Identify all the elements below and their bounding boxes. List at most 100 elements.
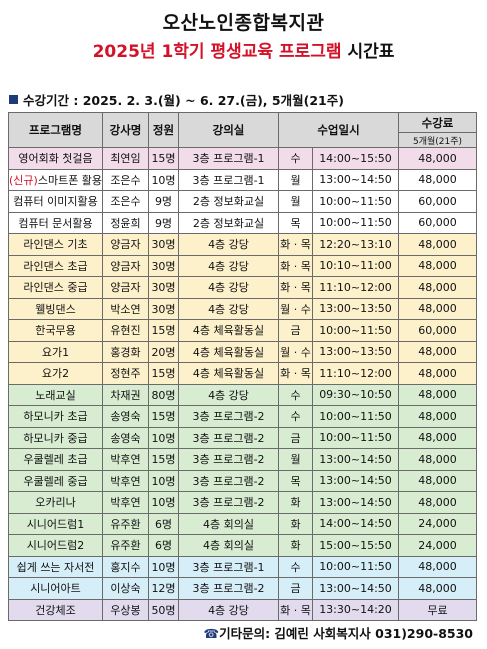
day-cell: 수 — [278, 383, 313, 406]
time-cell: 14:00~15:50 — [311, 147, 400, 170]
table-row: 하모니카 초급 송영숙 15명 3층 프로그램-2 수 10:00~11:50 48,000 — [8, 405, 478, 428]
fee-cell: 24,000 — [398, 512, 478, 535]
table-row: 컴퓨터 문서활용 정윤희 9명 2층 정보화교실 목 10:00~11:50 60,000 — [8, 211, 478, 234]
instructor-cell: 홍경화 — [102, 340, 149, 363]
capacity-cell: 30명 — [148, 276, 179, 299]
day-cell: 수 — [278, 147, 313, 170]
program-name: 한국무용 — [35, 324, 76, 338]
table-row: 노래교실 차재권 80명 4층 강당 수 09:30~10:50 48,000 — [8, 383, 478, 406]
time-cell: 13:00~14:50 — [311, 448, 400, 471]
room-cell: 4층 체육활동실 — [178, 319, 279, 342]
table-row: 시니어드럼1 유주환 6명 4층 회의실 화 14:00~14:50 24,000 — [8, 512, 478, 535]
header-instructor: 강사명 — [102, 112, 149, 148]
day-cell: 수 — [278, 555, 313, 578]
table-row: 한국무용 유현진 15명 4층 체육활동실 금 10:00~11:50 60,000 — [8, 319, 478, 342]
day-cell: 금 — [278, 577, 313, 600]
program-cell: 웰빙댄스 — [8, 297, 103, 320]
program-cell: 요가1 — [8, 340, 103, 363]
capacity-cell: 9명 — [148, 190, 179, 213]
time-cell: 10:00~11:50 — [311, 190, 400, 213]
schedule-table: 프로그램명 강사명 정원 강의실 수업일시 수강료 5개월(21주) 영어회화 … — [8, 112, 478, 621]
instructor-cell: 박후연 — [102, 448, 149, 471]
capacity-cell: 15명 — [148, 448, 179, 471]
course-period: 수강기간 : 2025. 2. 3.(월) ~ 6. 27.(금), 5개월(2… — [9, 90, 344, 109]
program-name: 시니어아트 — [30, 582, 81, 596]
instructor-cell: 차재권 — [102, 383, 149, 406]
instructor-cell: 정윤희 — [102, 211, 149, 234]
program-name: 쉽게 쓰는 자서전 — [16, 560, 95, 574]
program-cell: 시니어드럼1 — [8, 512, 103, 535]
program-cell: (신규)스마트폰 활용 — [8, 168, 103, 191]
program-name: 오카리나 — [35, 496, 76, 510]
table-row: 오카리나 박후연 10명 3층 프로그램-2 화 13:00~14:50 48,000 — [8, 491, 478, 514]
program-cell: 건강체조 — [8, 598, 103, 621]
header-capacity: 정원 — [148, 112, 179, 148]
fee-cell: 48,000 — [398, 405, 478, 428]
day-cell: 월 · 수 — [278, 340, 313, 363]
header-fee-sub: 5개월(21주) — [398, 132, 478, 148]
table-row: 우쿨렐레 중급 박후연 10명 3층 프로그램-2 목 13:00~14:50 48,000 — [8, 469, 478, 492]
time-cell: 14:00~14:50 — [311, 512, 400, 535]
program-name: 라인댄스 초급 — [23, 259, 88, 273]
header-room: 강의실 — [178, 112, 279, 148]
program-name: 시니어드럼1 — [26, 517, 85, 531]
day-cell: 월 — [278, 448, 313, 471]
instructor-cell: 우상봉 — [102, 598, 149, 621]
capacity-cell: 10명 — [148, 491, 179, 514]
time-cell: 12:20~13:10 — [311, 233, 400, 256]
program-cell: 시니어아트 — [8, 577, 103, 600]
program-name: 요가1 — [41, 345, 70, 359]
table-row: 웰빙댄스 박소연 30명 4층 강당 월 · 수 13:00~13:50 48,000 — [8, 297, 478, 320]
instructor-cell: 송영숙 — [102, 405, 149, 428]
program-name: 하모니카 초급 — [23, 410, 88, 424]
instructor-cell: 유주환 — [102, 534, 149, 557]
program-name: 라인댄스 중급 — [23, 281, 88, 295]
table-row: 라인댄스 기초 양금자 30명 4층 강당 화 · 목 12:20~13:10 48,000 — [8, 233, 478, 256]
capacity-cell: 30명 — [148, 254, 179, 277]
instructor-cell: 이상숙 — [102, 577, 149, 600]
fee-cell: 48,000 — [398, 383, 478, 406]
program-name: 컴퓨터 이미지활용 — [13, 195, 98, 209]
fee-cell: 48,000 — [398, 147, 478, 170]
capacity-cell: 6명 — [148, 512, 179, 535]
table-row: 요가1 홍경화 20명 4층 체육활동실 월 · 수 13:00~13:50 48,000 — [8, 340, 478, 363]
subtitle-red: 2025년 1학기 평생교육 프로그램 — [92, 42, 342, 62]
capacity-cell: 15명 — [148, 147, 179, 170]
program-name: 우쿨렐레 초급 — [23, 453, 88, 467]
instructor-cell: 박소연 — [102, 297, 149, 320]
room-cell: 3층 프로그램-2 — [178, 469, 279, 492]
table-row: 하모니카 중급 송영숙 10명 3층 프로그램-2 금 10:00~11:50 48,000 — [8, 426, 478, 449]
program-name: 스마트폰 활용 — [37, 173, 103, 187]
capacity-cell: 30명 — [148, 297, 179, 320]
room-cell: 3층 프로그램-2 — [178, 577, 279, 600]
fee-cell: 48,000 — [398, 276, 478, 299]
time-cell: 13:00~14:50 — [311, 491, 400, 514]
table-row: 영어회화 첫걸음 최연임 15명 3층 프로그램-1 수 14:00~15:50 48,00… — [8, 147, 478, 170]
table-row: 요가2 정현주 15명 4층 체육활동실 화 · 목 11:10~12:00 48,000 — [8, 362, 478, 385]
time-cell: 11:10~12:00 — [311, 362, 400, 385]
program-cell: 하모니카 중급 — [8, 426, 103, 449]
program-name: 시니어드럼2 — [26, 539, 85, 553]
fee-cell: 48,000 — [398, 491, 478, 514]
program-cell: 컴퓨터 문서활용 — [8, 211, 103, 234]
instructor-cell: 박후연 — [102, 469, 149, 492]
fee-cell: 무료 — [398, 598, 478, 621]
table-row: 시니어아트 이상숙 12명 3층 프로그램-2 금 13:00~14:50 48,000 — [8, 577, 478, 600]
room-cell: 4층 강당 — [178, 233, 279, 256]
room-cell: 3층 프로그램-2 — [178, 491, 279, 514]
instructor-cell: 최연임 — [102, 147, 149, 170]
course-period-text: 수강기간 : 2025. 2. 3.(월) ~ 6. 27.(금), 5개월(2… — [23, 93, 344, 108]
time-cell: 13:30~14:20 — [311, 598, 400, 621]
program-cell: 노래교실 — [8, 383, 103, 406]
instructor-cell: 양금자 — [102, 254, 149, 277]
instructor-cell: 정현주 — [102, 362, 149, 385]
capacity-cell: 10명 — [148, 426, 179, 449]
program-cell: 요가2 — [8, 362, 103, 385]
room-cell: 3층 프로그램-1 — [178, 168, 279, 191]
new-prefix: (신규) — [9, 173, 38, 187]
program-cell: 라인댄스 초급 — [8, 254, 103, 277]
time-cell: 13:00~13:50 — [311, 297, 400, 320]
table-row: 우쿨렐레 초급 박후연 15명 3층 프로그램-2 월 13:00~14:50 48,000 — [8, 448, 478, 471]
room-cell: 3층 프로그램-2 — [178, 405, 279, 428]
